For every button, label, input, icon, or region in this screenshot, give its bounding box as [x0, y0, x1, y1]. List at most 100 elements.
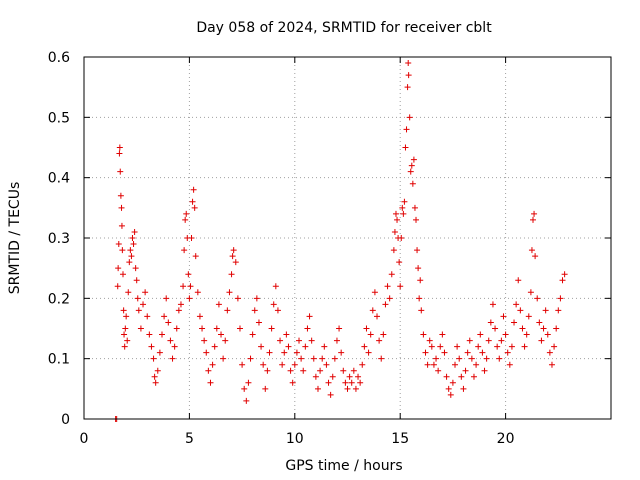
- data-point: [122, 325, 129, 332]
- data-point: [196, 313, 203, 320]
- data-point: [229, 253, 236, 260]
- data-point: [458, 373, 465, 380]
- data-point: [468, 355, 475, 362]
- data-point: [406, 114, 413, 121]
- data-point: [321, 343, 328, 350]
- data-point: [391, 228, 398, 235]
- data-point: [121, 331, 128, 338]
- data-point: [156, 349, 163, 356]
- data-point: [481, 367, 488, 374]
- data-point: [127, 247, 134, 254]
- data-point: [171, 343, 178, 350]
- data-point: [125, 289, 132, 296]
- data-point: [336, 325, 343, 332]
- data-point: [302, 343, 309, 350]
- data-point: [394, 216, 401, 223]
- data-point: [464, 349, 471, 356]
- data-point: [508, 343, 515, 350]
- data-point: [500, 313, 507, 320]
- data-point: [376, 337, 383, 344]
- data-point: [306, 313, 313, 320]
- data-point: [403, 126, 410, 133]
- data-point: [158, 331, 165, 338]
- data-point: [369, 307, 376, 314]
- data-point: [399, 204, 406, 211]
- data-point: [117, 168, 124, 175]
- data-point: [388, 271, 395, 278]
- data-point: [298, 355, 305, 362]
- data-point: [382, 301, 389, 308]
- data-point: [152, 379, 159, 386]
- data-point: [546, 349, 553, 356]
- data-point: [374, 313, 381, 320]
- data-point: [462, 367, 469, 374]
- data-point: [338, 349, 345, 356]
- x-tick-label: 5: [185, 431, 194, 447]
- data-point: [245, 379, 252, 386]
- data-point: [224, 307, 231, 314]
- data-point: [380, 331, 387, 338]
- data-point: [249, 331, 256, 338]
- data-point: [557, 295, 564, 302]
- data-point: [525, 313, 532, 320]
- data-point: [392, 210, 399, 217]
- data-point: [449, 379, 456, 386]
- x-tick-label: 0: [80, 431, 89, 447]
- data-point: [553, 325, 560, 332]
- data-point: [182, 216, 189, 223]
- data-point: [203, 349, 210, 356]
- data-point: [241, 385, 248, 392]
- data-point: [126, 259, 133, 266]
- data-point: [291, 361, 298, 368]
- data-point: [371, 289, 378, 296]
- chart-title: Day 058 of 2024, SRMTID for receiver cbl…: [196, 20, 492, 36]
- data-point: [487, 319, 494, 326]
- data-point: [551, 343, 558, 350]
- data-point: [485, 337, 492, 344]
- data-point: [398, 235, 405, 241]
- data-point: [312, 373, 319, 380]
- data-point: [329, 373, 336, 380]
- data-point: [146, 331, 153, 338]
- data-point: [404, 84, 411, 91]
- data-point: [222, 337, 229, 344]
- data-point: [411, 204, 418, 211]
- data-point: [454, 343, 461, 350]
- data-point: [134, 295, 141, 302]
- data-point: [544, 331, 551, 338]
- data-point: [205, 367, 212, 374]
- data-point: [226, 289, 233, 296]
- data-point: [304, 325, 311, 332]
- data-point: [232, 259, 239, 266]
- data-point: [154, 367, 161, 374]
- data-point: [378, 355, 385, 362]
- data-point: [559, 277, 566, 284]
- data-point: [390, 247, 397, 254]
- data-point: [201, 337, 208, 344]
- data-point: [479, 349, 486, 356]
- data-point: [418, 307, 425, 314]
- data-point: [188, 235, 195, 241]
- data-point: [187, 283, 194, 290]
- data-point: [274, 307, 281, 314]
- data-point: [492, 325, 499, 332]
- data-point: [402, 144, 409, 151]
- data-point: [367, 331, 374, 338]
- data-point: [409, 180, 416, 187]
- x-tick-label: 20: [497, 431, 515, 447]
- data-point: [352, 385, 359, 392]
- data-point: [340, 367, 347, 374]
- data-point: [534, 295, 541, 302]
- data-point: [513, 301, 520, 308]
- data-point: [293, 349, 300, 356]
- data-point: [163, 295, 170, 302]
- data-point: [283, 331, 290, 338]
- data-point: [447, 391, 454, 398]
- grid-lines: [84, 57, 611, 419]
- data-point: [218, 331, 225, 338]
- data-point: [234, 295, 241, 302]
- data-point: [433, 355, 440, 362]
- data-point: [536, 319, 543, 326]
- data-point: [437, 343, 444, 350]
- data-point: [350, 367, 357, 374]
